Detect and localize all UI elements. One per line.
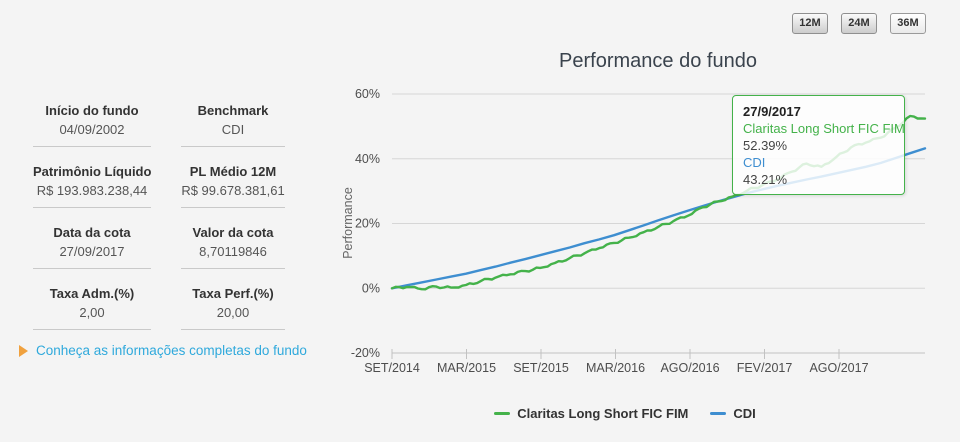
tooltip-series2-value: 43.21%: [743, 172, 788, 187]
green-line-swatch-icon: [494, 412, 511, 415]
fund-details-link-row[interactable]: Conheça as informações completas do fund…: [19, 343, 307, 358]
fund-details-link[interactable]: Conheça as informações completas do fund…: [36, 343, 307, 358]
cell-label: Data da cota: [53, 225, 131, 240]
fund-info-cell-valor-cota: Valor da cota 8,70119846: [181, 224, 285, 269]
svg-text:Performance: Performance: [341, 187, 355, 259]
chart-tooltip: 27/9/2017 Claritas Long Short FIC FIM 52…: [732, 95, 905, 195]
tooltip-date: 27/9/2017: [743, 104, 801, 119]
cell-value: R$ 99.678.381,61: [181, 183, 285, 198]
legend-item-cdi[interactable]: CDI: [710, 406, 756, 421]
fund-info-cell-data-cota: Data da cota 27/09/2017: [33, 224, 151, 269]
period-button-24m[interactable]: 24M: [841, 13, 877, 34]
legend-item-claritas[interactable]: Claritas Long Short FIC FIM: [494, 406, 688, 421]
fund-info-panel: Início do fundo 04/09/2002 Benchmark CDI…: [33, 102, 285, 330]
cell-value: 20,00: [216, 305, 250, 320]
cell-label: Início do fundo: [45, 103, 139, 118]
period-button-12m[interactable]: 12M: [792, 13, 828, 34]
svg-text:40%: 40%: [355, 152, 380, 166]
cell-value: 8,70119846: [199, 244, 267, 259]
cell-value: CDI: [221, 122, 245, 137]
svg-text:AGO/2016: AGO/2016: [660, 361, 719, 375]
fund-info-cell-inicio: Início do fundo 04/09/2002: [33, 102, 151, 147]
svg-text:20%: 20%: [355, 217, 380, 231]
chart-title: Performance do fundo: [559, 50, 757, 72]
fund-info-cell-benchmark: Benchmark CDI: [181, 102, 285, 147]
tooltip-series1-value: 52.39%: [743, 138, 788, 153]
svg-text:MAR/2015: MAR/2015: [437, 361, 496, 375]
legend-label: CDI: [733, 406, 756, 421]
svg-text:SET/2015: SET/2015: [513, 361, 569, 375]
svg-text:0%: 0%: [362, 281, 380, 295]
fund-info-cell-taxa-perf: Taxa Perf.(%) 20,00: [181, 285, 285, 330]
svg-text:-20%: -20%: [351, 346, 380, 360]
svg-text:60%: 60%: [355, 87, 380, 101]
period-selector: 12M 24M 36M: [792, 13, 926, 34]
svg-text:SET/2014: SET/2014: [364, 361, 420, 375]
cell-label: Patrimônio Líquido: [33, 164, 152, 179]
fund-info-cell-patrimonio: Patrimônio Líquido R$ 193.983.238,44: [33, 163, 151, 208]
svg-text:MAR/2016: MAR/2016: [586, 361, 645, 375]
cell-value: 2,00: [79, 305, 105, 320]
cell-value: R$ 193.983.238,44: [36, 183, 148, 198]
cell-label: Valor da cota: [192, 225, 274, 240]
cell-value: 27/09/2017: [59, 244, 125, 259]
cell-label: Benchmark: [197, 103, 269, 118]
tooltip-series2-name: CDI: [743, 155, 766, 170]
cell-label: Taxa Adm.(%): [49, 286, 135, 301]
fund-info-cell-pl-medio: PL Médio 12M R$ 99.678.381,61: [181, 163, 285, 208]
tooltip-series1-name: Claritas Long Short FIC FIM: [743, 121, 905, 136]
cell-label: PL Médio 12M: [189, 164, 277, 179]
fund-info-cell-taxa-adm: Taxa Adm.(%) 2,00: [33, 285, 151, 330]
right-triangle-arrow-icon: [19, 344, 28, 357]
blue-line-swatch-icon: [710, 412, 727, 415]
svg-text:AGO/2017: AGO/2017: [809, 361, 868, 375]
legend-label: Claritas Long Short FIC FIM: [517, 406, 689, 421]
period-button-36m[interactable]: 36M: [890, 13, 926, 34]
svg-text:FEV/2017: FEV/2017: [737, 361, 793, 375]
cell-value: 04/09/2002: [59, 122, 125, 137]
chart-legend: Claritas Long Short FIC FIM CDI: [290, 406, 960, 421]
cell-label: Taxa Perf.(%): [192, 286, 274, 301]
